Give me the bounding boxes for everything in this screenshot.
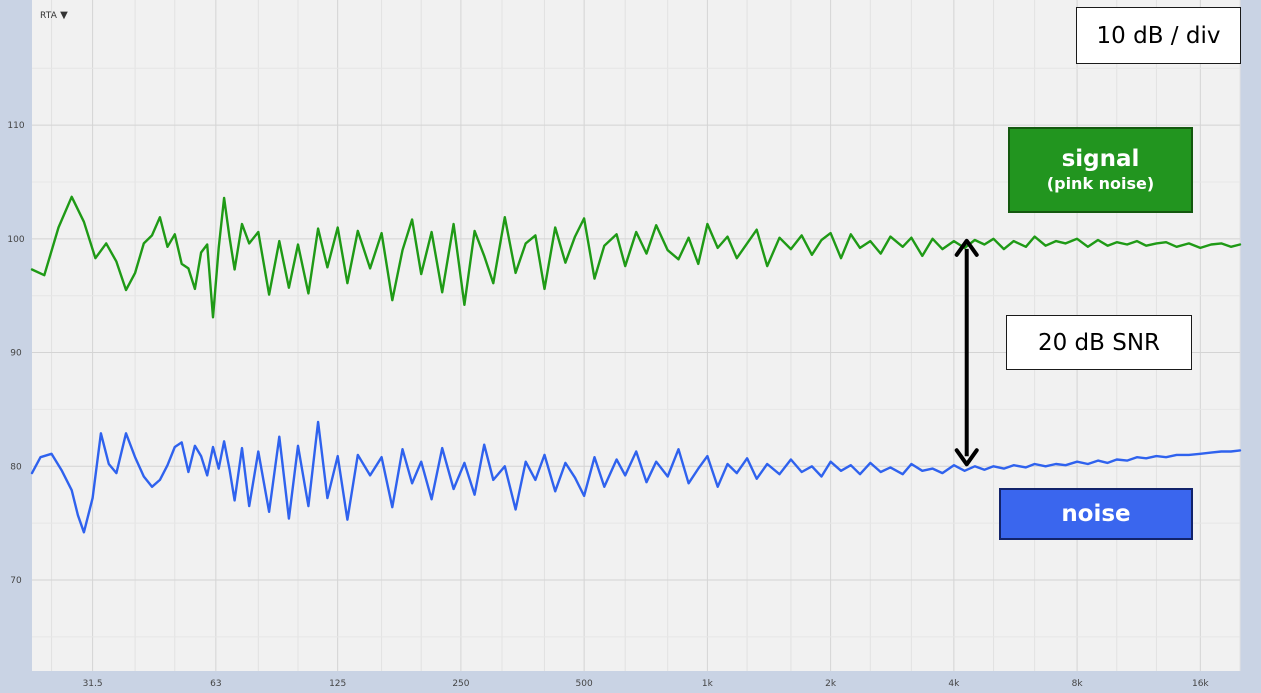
grid: [32, 0, 1241, 671]
x-tick-label: 250: [452, 679, 469, 689]
scale-label-box: 10 dB / div: [1076, 7, 1241, 64]
snr-arrow: [954, 238, 979, 467]
signal-label: signal: [1061, 146, 1140, 172]
x-tick-label: 8k: [1072, 679, 1084, 689]
x-tick-label: 2k: [825, 679, 837, 689]
x-tick-label: 125: [329, 679, 346, 689]
snr-label-box: 20 dB SNR: [1006, 315, 1192, 370]
x-tick-label: 16k: [1192, 679, 1209, 689]
y-tick-label: 110: [7, 121, 24, 131]
tick-labels: 31.5 63 125 250 500 1k 2k 4k 8k 16k 110 100 90 80 70: [7, 121, 1209, 689]
noise-label-box: noise: [999, 488, 1193, 540]
signal-label-box: signal (pink noise): [1008, 127, 1193, 213]
series-layer: [30, 195, 1242, 534]
y-tick-label: 100: [7, 235, 24, 245]
x-tick-label: 4k: [948, 679, 960, 689]
arrow-down-icon: [954, 448, 979, 467]
y-tick-label: 80: [10, 462, 22, 472]
scale-label: 10 dB / div: [1096, 22, 1221, 49]
signal-sublabel: (pink noise): [1046, 174, 1155, 193]
x-tick-label: 1k: [702, 679, 714, 689]
rta-menu[interactable]: RTA ▼: [40, 10, 68, 21]
y-tick-label: 90: [10, 349, 22, 359]
arrow-up-icon: [954, 238, 979, 257]
y-tick-label: 70: [10, 576, 22, 586]
snr-label: 20 dB SNR: [1037, 329, 1161, 356]
dropdown-triangle-icon: ▼: [60, 10, 69, 21]
noise-label: noise: [1061, 501, 1131, 527]
x-tick-label: 500: [576, 679, 593, 689]
noise-series-line: [30, 420, 1242, 534]
signal-series-line: [30, 195, 1242, 319]
x-tick-label: 63: [210, 679, 221, 689]
x-tick-label: 31.5: [83, 679, 103, 689]
rta-label-text: RTA: [40, 11, 58, 21]
